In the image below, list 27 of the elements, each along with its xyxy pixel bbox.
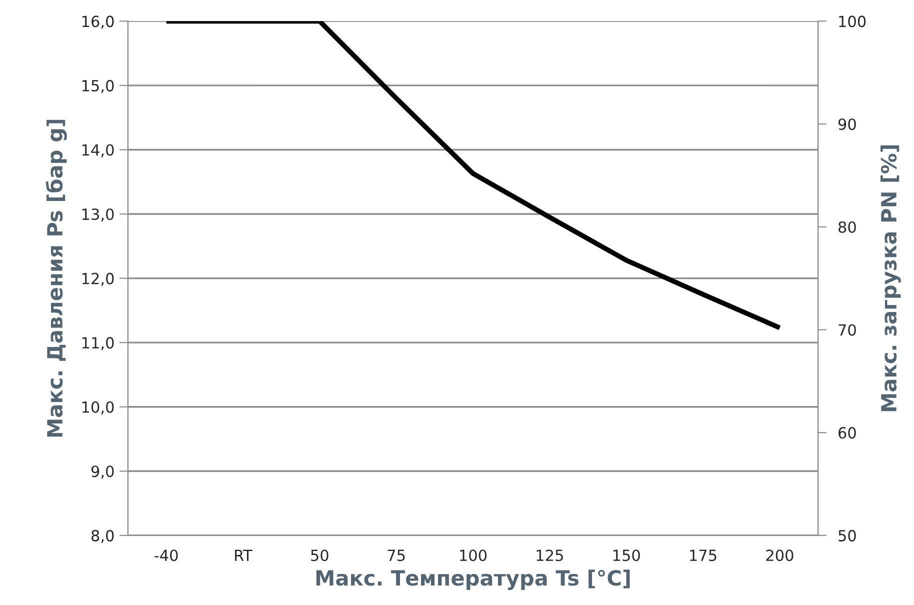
y-tick-label: 10,0 bbox=[82, 401, 114, 414]
y2-axis-title: Макс. загрузка PN [%] bbox=[880, 145, 901, 412]
y2-tick-label: 50 bbox=[838, 530, 856, 542]
y-tick-label: 9,0 bbox=[91, 466, 114, 479]
y2-tick-label: 90 bbox=[838, 118, 856, 130]
y2-tick-label: 80 bbox=[838, 221, 856, 233]
x-axis-title: Макс. Температура Ts [°C] bbox=[316, 570, 630, 590]
y-tick-label: 16,0 bbox=[82, 16, 114, 29]
x-tick-label: 150 bbox=[613, 550, 640, 562]
y-tick-label: 15,0 bbox=[82, 80, 114, 94]
x-tick-label: RT bbox=[235, 550, 252, 561]
x-tick-label: 125 bbox=[536, 550, 563, 562]
y2-tick-label: 60 bbox=[838, 427, 856, 439]
y-tick-label: 14,0 bbox=[82, 144, 114, 158]
x-tick-label: -40 bbox=[154, 550, 178, 562]
y-tick-label: 8,0 bbox=[92, 530, 114, 544]
x-tick-label: 75 bbox=[388, 550, 405, 562]
y-tick-label: 12,0 bbox=[82, 272, 114, 286]
y-tick-label: 13,0 bbox=[82, 208, 114, 222]
y-tick-label: 11,0 bbox=[82, 337, 114, 350]
x-tick-label: 100 bbox=[460, 550, 487, 562]
x-tick-label: 175 bbox=[690, 550, 716, 562]
y-axis-title: Макс. Давления Ps [бар g] bbox=[46, 120, 67, 437]
x-tick-label: 50 bbox=[311, 550, 328, 562]
x-tick-label: 200 bbox=[766, 550, 794, 562]
y2-tick-label: 70 bbox=[838, 324, 856, 336]
y2-tick-label: 100 bbox=[839, 16, 866, 28]
